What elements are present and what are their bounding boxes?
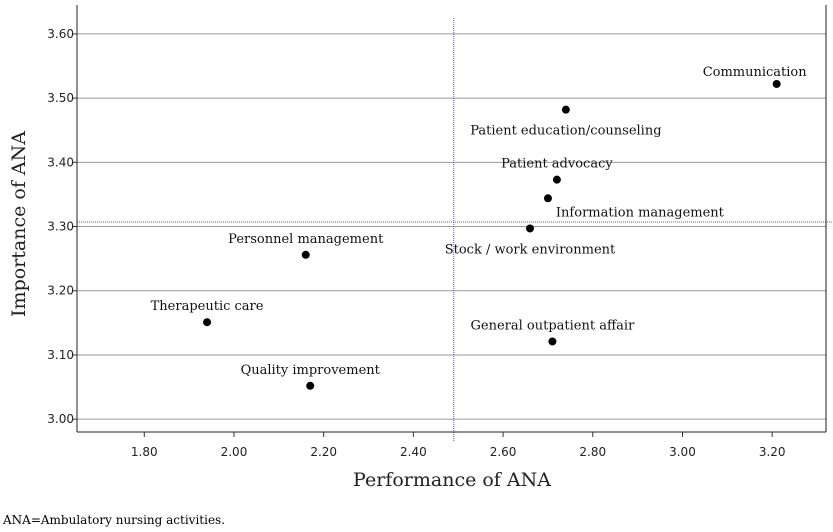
y-tick-label: 3.10: [47, 348, 74, 362]
y-tick-label: 3.50: [47, 91, 74, 105]
data-point: Patient education/counseling: [470, 105, 662, 139]
x-tick-label: 2.20: [310, 445, 337, 459]
point-label: Quality improvement: [241, 363, 381, 378]
data-point: Communication: [703, 65, 808, 88]
point-marker: [548, 337, 557, 346]
data-point: Therapeutic care: [151, 299, 264, 327]
point-marker: [301, 250, 310, 259]
y-tick-label: 3.60: [47, 27, 74, 41]
y-axis-title: Importance of ANA: [8, 131, 30, 317]
data-points: Communication Patient education/counselin…: [151, 65, 808, 390]
x-axis-title: Performance of ANA: [353, 469, 551, 491]
data-point: Quality improvement: [241, 363, 381, 390]
x-tick-label: 2.40: [400, 445, 427, 459]
x-tick-label: 2.80: [579, 445, 606, 459]
data-point: Stock / work environment: [445, 224, 616, 257]
scatter-chart: 3.00 3.10 3.20 3.30 3.40 3.50 3.60 1.80 2.00 2.2…: [8, 5, 833, 491]
x-tick-label: 1.80: [131, 445, 158, 459]
grid-lines: [77, 33, 826, 420]
x-tick-label: 2.00: [221, 445, 248, 459]
reference-lines: [77, 18, 833, 442]
footnote: ANA=Ambulatory nursing activities.: [3, 513, 226, 527]
point-marker: [561, 105, 570, 114]
data-point: Information management: [543, 194, 725, 220]
y-tick-label: 3.00: [47, 412, 74, 426]
point-label: Information management: [556, 205, 725, 220]
point-marker: [772, 79, 781, 88]
point-marker: [306, 381, 315, 390]
x-tick-label: 2.60: [490, 445, 517, 459]
point-marker: [525, 224, 534, 233]
point-label: Therapeutic care: [151, 299, 264, 314]
point-label: Patient advocacy: [501, 157, 613, 172]
data-point: Patient advocacy: [501, 157, 613, 184]
x-axis-ticks: 1.80 2.00 2.20 2.40 2.60 2.80 3.00 3.20: [131, 432, 786, 459]
y-tick-label: 3.40: [47, 155, 74, 169]
x-tick-label: 3.20: [759, 445, 786, 459]
point-marker: [203, 318, 212, 327]
point-label: Communication: [703, 65, 808, 80]
plot-frame: [76, 5, 827, 433]
point-marker: [552, 175, 561, 184]
y-tick-label: 3.30: [47, 220, 74, 234]
point-label: Patient education/counseling: [470, 124, 661, 139]
data-point: Personnel management: [228, 232, 384, 259]
data-point: General outpatient affair: [471, 318, 636, 346]
x-tick-label: 3.00: [669, 445, 696, 459]
point-label: Personnel management: [228, 232, 384, 247]
y-tick-label: 3.20: [47, 284, 74, 298]
point-label: General outpatient affair: [471, 318, 636, 333]
point-label: Stock / work environment: [445, 242, 616, 257]
y-axis-ticks: 3.00 3.10 3.20 3.30 3.40 3.50 3.60: [47, 27, 77, 426]
point-marker: [543, 194, 552, 203]
